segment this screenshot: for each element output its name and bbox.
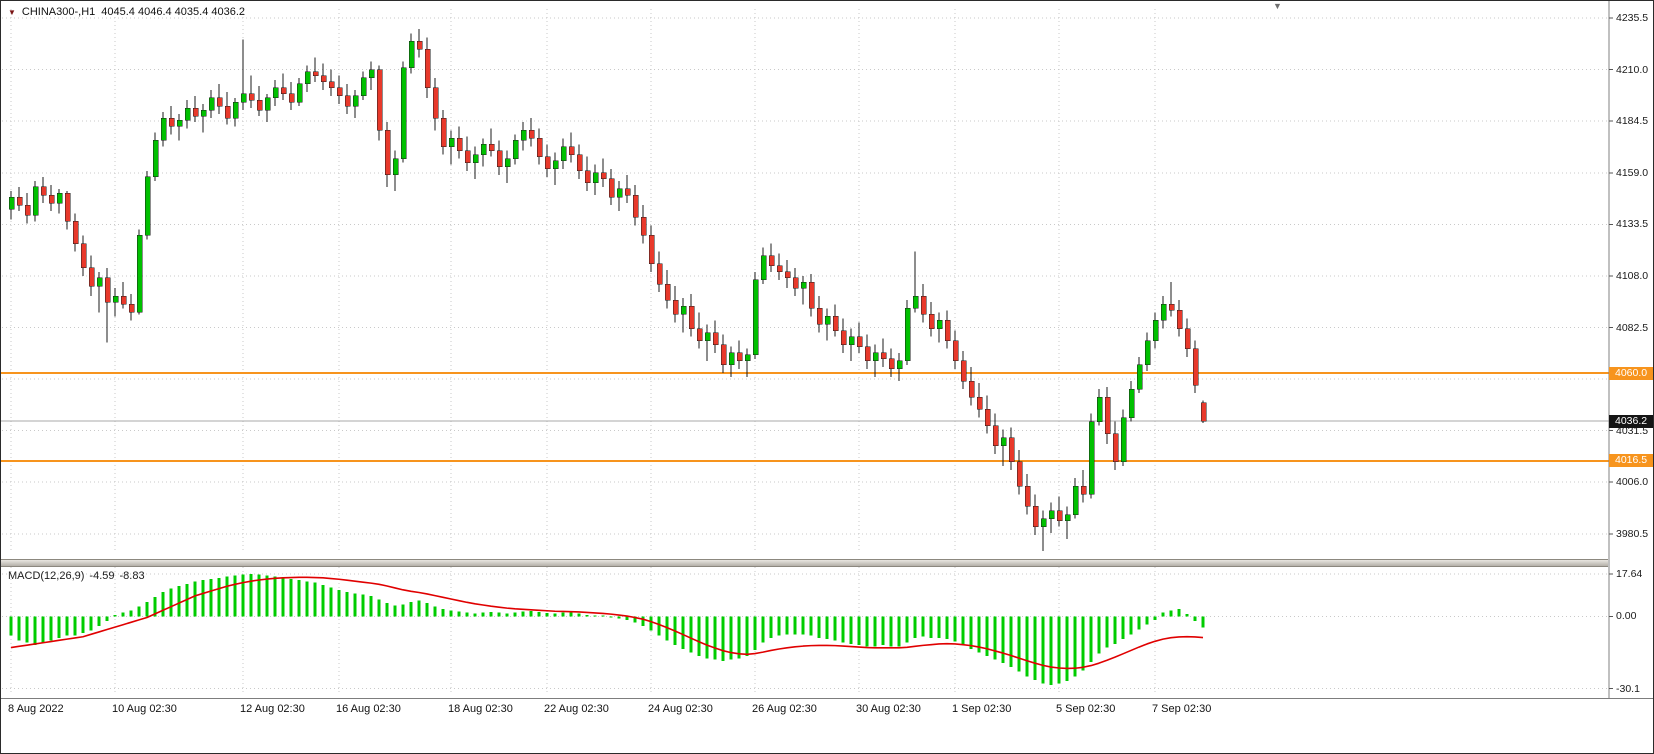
- price-axis-label: -30.1: [1616, 682, 1640, 695]
- price-axis-label: 0.00: [1616, 610, 1637, 623]
- time-axis-label: 22 Aug 02:30: [544, 703, 609, 715]
- time-axis-label: 16 Aug 02:30: [336, 703, 401, 715]
- price-axis-label: 4159.0: [1616, 166, 1649, 179]
- time-axis-label: 24 Aug 02:30: [648, 703, 713, 715]
- level-price-badge: 4060.0: [1609, 366, 1653, 380]
- support-resistance-lines: [1, 372, 1609, 462]
- time-axis-label: 10 Aug 02:30: [112, 703, 177, 715]
- price-axis-label: 4031.5: [1616, 424, 1649, 437]
- price-axis-label: 4133.5: [1616, 218, 1649, 231]
- macd-name: MACD(12,26,9): [8, 570, 85, 582]
- price-axis-label: 4184.5: [1616, 115, 1649, 128]
- price-axis-label: 4235.5: [1616, 12, 1649, 25]
- ohlc-readout: 4045.4 4046.4 4035.4 4036.2: [101, 6, 246, 18]
- time-axis-label: 30 Aug 02:30: [856, 703, 921, 715]
- price-axis-label: 4108.0: [1616, 269, 1649, 282]
- price-axis-label: 3980.5: [1616, 527, 1649, 540]
- time-axis[interactable]: 8 Aug 2022 10 Aug 02:30 12 Aug 02:30 16 Aug…: [1, 698, 1653, 753]
- price-axis-label: 4006.0: [1616, 476, 1649, 489]
- macd-signal-value: -8.83: [119, 570, 145, 582]
- price-axis-label: 4082.5: [1616, 321, 1649, 334]
- time-axis-label: 7 Sep 02:30: [1152, 703, 1212, 715]
- symbol-title: CHINA300-,H1: [21, 6, 96, 18]
- chart-shift-marker-icon[interactable]: ▼: [1273, 1, 1282, 11]
- price-axis-label: 17.64: [1616, 567, 1643, 580]
- price-axis[interactable]: 4060.0 4016.5 4036.2 4235.5 4210.0 4184.5 4…: [1609, 1, 1653, 753]
- bid-price-badge: 4036.2: [1609, 414, 1653, 428]
- macd-signal-line: [10, 576, 1204, 670]
- macd-histogram: [9, 573, 1205, 685]
- candlestick-series: [8, 29, 1207, 551]
- time-axis-label: 26 Aug 02:30: [752, 703, 817, 715]
- panel-separator[interactable]: [1, 559, 1608, 567]
- level-price-badge: 4016.5: [1609, 454, 1653, 468]
- symbol-marker-icon: ▼: [8, 7, 16, 17]
- time-axis-label: 5 Sep 02:30: [1056, 703, 1116, 715]
- macd-main-value: -4.59: [89, 570, 115, 582]
- price-axis-label: 4210.0: [1616, 63, 1649, 76]
- symbol-info: ▼ CHINA300-,H1 4045.4 4046.4 4035.4 4036…: [8, 6, 245, 18]
- time-axis-label: 1 Sep 02:30: [952, 703, 1012, 715]
- time-axis-label: 18 Aug 02:30: [448, 703, 513, 715]
- macd-indicator-label: MACD(12,26,9) -4.59 -8.83: [8, 570, 145, 582]
- time-axis-label: 8 Aug 2022: [8, 703, 64, 715]
- gridlines: [2, 9, 1609, 693]
- time-axis-label: 12 Aug 02:30: [240, 703, 305, 715]
